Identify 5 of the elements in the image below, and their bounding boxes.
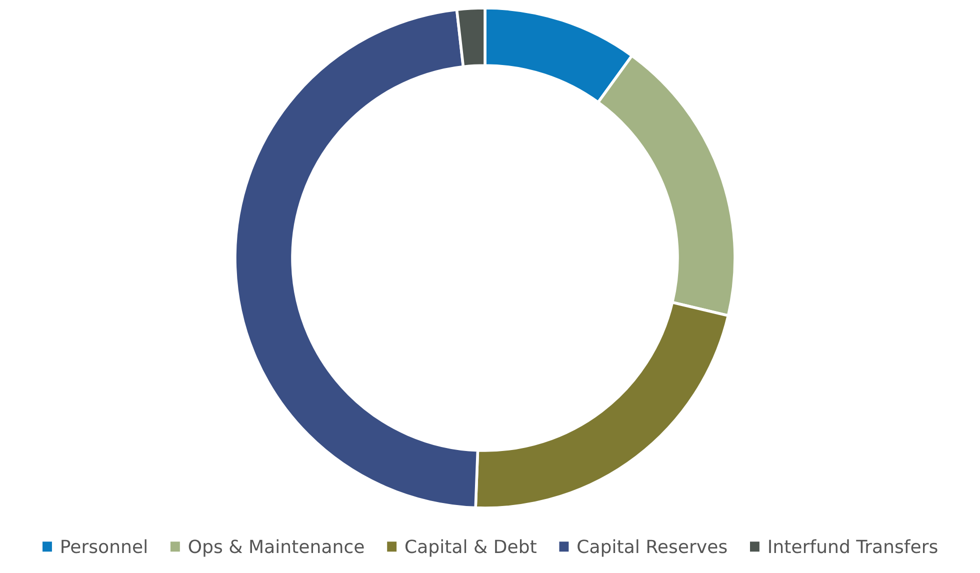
legend-label: Interfund Transfers	[769, 539, 938, 554]
legend-label: Capital & Debt	[405, 539, 536, 557]
legend-label: Capital Reserves	[578, 539, 727, 557]
legend-label: Ops & Maintenance	[188, 539, 364, 557]
legend-label: Personnel	[62, 539, 146, 554]
